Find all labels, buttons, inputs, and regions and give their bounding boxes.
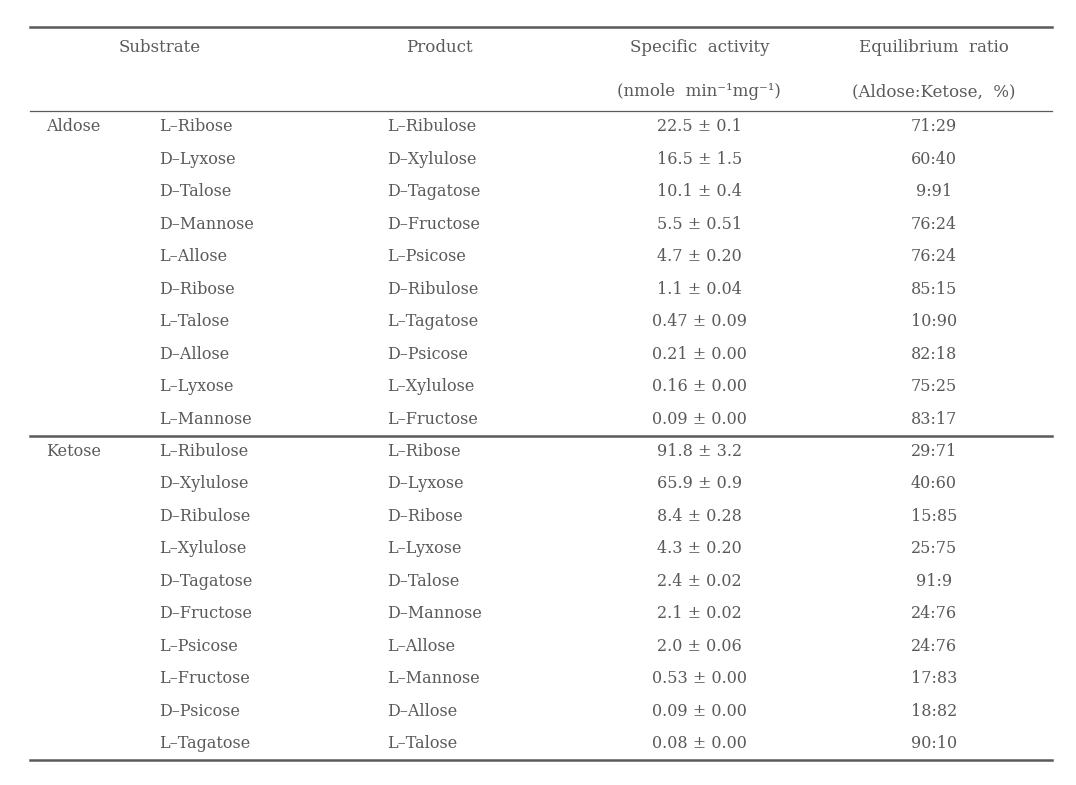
Text: L–Ribulose: L–Ribulose — [387, 119, 477, 136]
Text: D–Talose: D–Talose — [159, 184, 231, 200]
Text: L–Mannose: L–Mannose — [159, 411, 252, 428]
Text: 82:18: 82:18 — [911, 345, 957, 363]
Text: L–Fructose: L–Fructose — [159, 670, 250, 687]
Text: 76:24: 76:24 — [911, 216, 957, 233]
Text: 1.1 ± 0.04: 1.1 ± 0.04 — [657, 281, 741, 298]
Text: L–Talose: L–Talose — [159, 313, 229, 330]
Text: 8.4 ± 0.28: 8.4 ± 0.28 — [657, 508, 741, 525]
Text: D–Fructose: D–Fructose — [387, 216, 480, 233]
Text: Product: Product — [406, 39, 472, 57]
Text: D–Tagatose: D–Tagatose — [159, 573, 253, 590]
Text: 0.53 ± 0.00: 0.53 ± 0.00 — [652, 670, 747, 687]
Text: 10.1 ± 0.4: 10.1 ± 0.4 — [657, 184, 741, 200]
Text: D–Xylulose: D–Xylulose — [159, 476, 249, 492]
Text: 2.0 ± 0.06: 2.0 ± 0.06 — [657, 637, 741, 655]
Text: D–Talose: D–Talose — [387, 573, 459, 590]
Text: 40:60: 40:60 — [911, 476, 957, 492]
Text: 65.9 ± 0.9: 65.9 ± 0.9 — [656, 476, 742, 492]
Text: 25:75: 25:75 — [911, 540, 957, 557]
Text: D–Ribose: D–Ribose — [387, 508, 463, 525]
Text: D–Lyxose: D–Lyxose — [159, 151, 236, 168]
Text: 24:76: 24:76 — [911, 637, 957, 655]
Text: 17:83: 17:83 — [910, 670, 958, 687]
Text: L–Psicose: L–Psicose — [387, 248, 466, 265]
Text: L–Allose: L–Allose — [159, 248, 227, 265]
Text: L–Ribulose: L–Ribulose — [159, 443, 249, 460]
Text: L–Ribose: L–Ribose — [159, 119, 232, 136]
Text: 0.08 ± 0.00: 0.08 ± 0.00 — [652, 735, 747, 752]
Text: L–Psicose: L–Psicose — [159, 637, 238, 655]
Text: 0.47 ± 0.09: 0.47 ± 0.09 — [652, 313, 747, 330]
Text: D–Ribose: D–Ribose — [159, 281, 235, 298]
Text: (Aldose:Ketose,  %): (Aldose:Ketose, %) — [852, 83, 1016, 100]
Text: 0.16 ± 0.00: 0.16 ± 0.00 — [652, 378, 747, 395]
Text: L–Lyxose: L–Lyxose — [387, 540, 462, 557]
Text: 2.1 ± 0.02: 2.1 ± 0.02 — [657, 605, 741, 623]
Text: D–Ribulose: D–Ribulose — [159, 508, 251, 525]
Text: L–Tagatose: L–Tagatose — [387, 313, 479, 330]
Text: 90:10: 90:10 — [911, 735, 957, 752]
Text: D–Ribulose: D–Ribulose — [387, 281, 479, 298]
Text: Equilibrium  ratio: Equilibrium ratio — [859, 39, 1009, 57]
Text: 75:25: 75:25 — [911, 378, 957, 395]
Text: L–Tagatose: L–Tagatose — [159, 735, 251, 752]
Text: 16.5 ± 1.5: 16.5 ± 1.5 — [656, 151, 742, 168]
Text: 4.7 ± 0.20: 4.7 ± 0.20 — [657, 248, 741, 265]
Text: D–Allose: D–Allose — [159, 345, 229, 363]
Text: 4.3 ± 0.20: 4.3 ± 0.20 — [657, 540, 741, 557]
Text: L–Fructose: L–Fructose — [387, 411, 478, 428]
Text: D–Psicose: D–Psicose — [159, 703, 240, 720]
Text: 9:91: 9:91 — [916, 184, 952, 200]
Text: D–Tagatose: D–Tagatose — [387, 184, 481, 200]
Text: 18:82: 18:82 — [911, 703, 957, 720]
Text: 0.09 ± 0.00: 0.09 ± 0.00 — [652, 703, 747, 720]
Text: D–Lyxose: D–Lyxose — [387, 476, 464, 492]
Text: D–Mannose: D–Mannose — [387, 605, 482, 623]
Text: L–Lyxose: L–Lyxose — [159, 378, 233, 395]
Text: L–Ribose: L–Ribose — [387, 443, 461, 460]
Text: D–Allose: D–Allose — [387, 703, 457, 720]
Text: 5.5 ± 0.51: 5.5 ± 0.51 — [656, 216, 742, 233]
Text: 71:29: 71:29 — [911, 119, 957, 136]
Text: D–Fructose: D–Fructose — [159, 605, 252, 623]
Text: L–Allose: L–Allose — [387, 637, 455, 655]
Text: D–Xylulose: D–Xylulose — [387, 151, 477, 168]
Text: L–Talose: L–Talose — [387, 735, 457, 752]
Text: 10:90: 10:90 — [911, 313, 957, 330]
Text: 2.4 ± 0.02: 2.4 ± 0.02 — [657, 573, 741, 590]
Text: 0.09 ± 0.00: 0.09 ± 0.00 — [652, 411, 747, 428]
Text: Specific  activity: Specific activity — [629, 39, 769, 57]
Text: 29:71: 29:71 — [911, 443, 957, 460]
Text: Aldose: Aldose — [46, 119, 100, 136]
Text: L–Mannose: L–Mannose — [387, 670, 480, 687]
Text: 91:9: 91:9 — [916, 573, 952, 590]
Text: 15:85: 15:85 — [910, 508, 958, 525]
Text: 91.8 ± 3.2: 91.8 ± 3.2 — [656, 443, 742, 460]
Text: 85:15: 85:15 — [910, 281, 958, 298]
Text: 0.21 ± 0.00: 0.21 ± 0.00 — [652, 345, 747, 363]
Text: L–Xylulose: L–Xylulose — [387, 378, 475, 395]
Text: L–Xylulose: L–Xylulose — [159, 540, 246, 557]
Text: 76:24: 76:24 — [911, 248, 957, 265]
Text: 60:40: 60:40 — [911, 151, 957, 168]
Text: 83:17: 83:17 — [910, 411, 958, 428]
Text: 22.5 ± 0.1: 22.5 ± 0.1 — [657, 119, 741, 136]
Text: Ketose: Ketose — [45, 443, 101, 460]
Text: Substrate: Substrate — [118, 39, 200, 57]
Text: D–Psicose: D–Psicose — [387, 345, 468, 363]
Text: (nmole  min⁻¹mg⁻¹): (nmole min⁻¹mg⁻¹) — [618, 83, 781, 100]
Text: D–Mannose: D–Mannose — [159, 216, 254, 233]
Text: 24:76: 24:76 — [911, 605, 957, 623]
